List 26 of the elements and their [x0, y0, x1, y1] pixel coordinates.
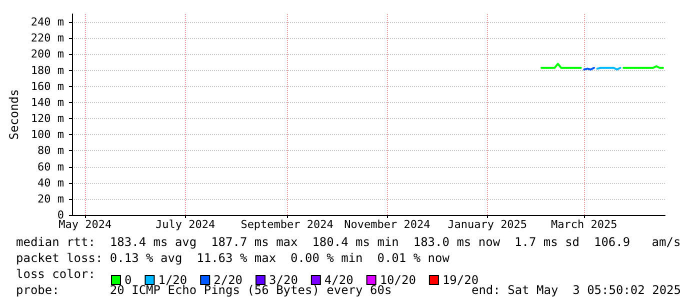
y-axis-title: Seconds [7, 89, 21, 140]
y-tick-label: 140 m [30, 96, 64, 109]
x-tick-label: January 2025 [448, 218, 528, 231]
text: median rtt: 183.4 ms avg 187.7 ms max 180.4 ms min 183.0 ms now 1.7 ms sd 106.9 am/s [16, 235, 681, 249]
y-tick-label: 40 m [38, 176, 64, 190]
legend-label: 2/20 [214, 273, 243, 287]
x-tick-label: July 2024 [155, 218, 216, 231]
text: packet loss: 0.13 % avg 11.63 % max 0.00 % min 0.01 % now [16, 251, 450, 265]
y-tick-label: 200 m [30, 48, 64, 61]
y-tick-label: 100 m [30, 128, 64, 142]
x-tick-label: September 2024 [240, 218, 334, 231]
legend-label: 4/20 [324, 273, 354, 287]
y-tick-label: 220 m [30, 32, 64, 45]
y-tick-label: 160 m [30, 80, 64, 93]
y-tick-label: 180 m [30, 64, 64, 77]
y-tick-label: 80 m [38, 144, 64, 158]
legend-title: loss color: [16, 267, 96, 281]
x-tick-label: March 2025 [551, 218, 618, 231]
legend-label: 3/20 [269, 273, 298, 287]
y-tick-label: 120 m [30, 112, 64, 126]
y-tick-label: 60 m [38, 160, 64, 174]
legend-label: 0 [124, 273, 132, 287]
y-tick-label: 20 m [38, 192, 64, 206]
x-tick-label: November 2024 [344, 218, 431, 231]
y-tick-label: 240 m [30, 16, 64, 29]
legend-label: 1/20 [158, 273, 188, 287]
